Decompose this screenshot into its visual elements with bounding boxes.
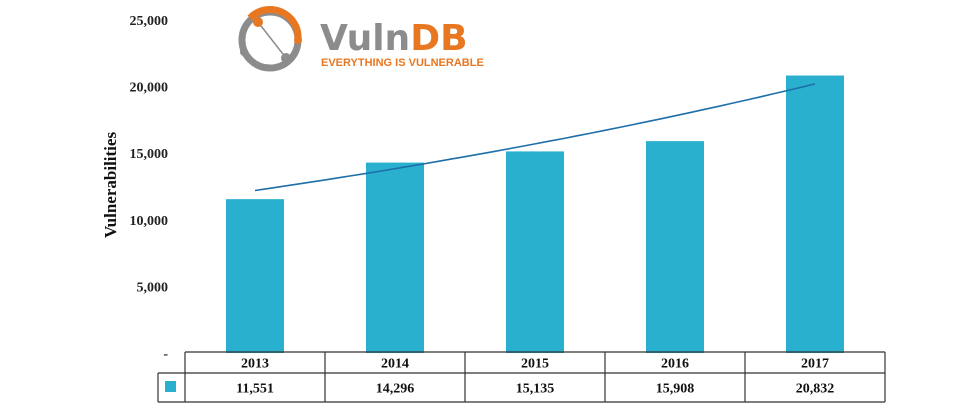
data-value-label: 15,908 (656, 382, 695, 397)
x-category-label: 2014 (381, 357, 409, 372)
bar-2014 (366, 162, 424, 353)
y-axis-label: Vulnerabilities (101, 132, 120, 238)
trendline-curve (254, 83, 816, 192)
globe-icon (238, 5, 302, 72)
legend-key (165, 381, 176, 392)
data-value-label: 14,296 (376, 382, 415, 397)
data-value-label: 11,551 (236, 382, 274, 397)
x-category-label: 2015 (521, 357, 549, 372)
y-axis-ticks: - 5,000 10,000 15,000 20,000 25,000 (130, 14, 169, 362)
logo-text-vuln: Vuln (320, 18, 410, 59)
bar-2015 (506, 151, 564, 353)
bars (226, 75, 844, 353)
logo-tagline: EVERYTHING IS VULNERABLE (321, 57, 484, 69)
vulndb-logo: VulnDB EVERYTHING IS VULNERABLE (238, 5, 484, 72)
logo-text-db: DB (410, 18, 467, 59)
x-category-label: 2016 (661, 357, 689, 372)
y-tick-label: 10,000 (130, 214, 169, 229)
y-tick-label: 20,000 (130, 81, 169, 96)
x-category-label: 2017 (801, 357, 829, 372)
y-tick-label: - (163, 347, 168, 362)
trendline (254, 83, 816, 192)
y-tick-label: 15,000 (130, 147, 169, 162)
bar-2013 (226, 199, 284, 353)
data-table: 2013 11,551 2014 14,296 2015 15,135 2016 15,908… (157, 351, 886, 403)
logo-wordmark: VulnDB (320, 18, 468, 59)
data-value-label: 15,135 (516, 382, 555, 397)
data-value-label: 20,832 (796, 382, 835, 397)
y-tick-label: 5,000 (137, 280, 169, 295)
x-category-label: 2013 (241, 357, 269, 372)
y-tick-label: 25,000 (130, 14, 169, 29)
bar-2017 (786, 75, 844, 353)
bar-2016 (646, 141, 704, 353)
